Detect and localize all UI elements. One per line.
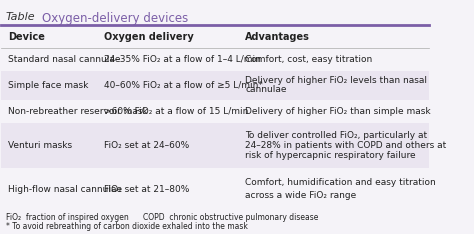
Bar — [1, 123, 429, 168]
Text: Advantages: Advantages — [246, 32, 310, 41]
Text: 40–60% FiO₂ at a flow of ≥5 L/min*: 40–60% FiO₂ at a flow of ≥5 L/min* — [104, 81, 263, 90]
Text: Simple face mask: Simple face mask — [8, 81, 88, 90]
Text: Venturi masks: Venturi masks — [8, 141, 72, 150]
Text: Non-rebreather reservoir mask: Non-rebreather reservoir mask — [8, 107, 147, 116]
Bar — [1, 70, 429, 100]
Text: FiO₂  fraction of inspired oxygen      COPD  chronic obstructive pulmonary disea: FiO₂ fraction of inspired oxygen COPD ch… — [6, 213, 318, 222]
Text: >60% FiO₂ at a flow of 15 L/min: >60% FiO₂ at a flow of 15 L/min — [104, 107, 248, 116]
Text: FiO₂ set at 24–60%: FiO₂ set at 24–60% — [104, 141, 189, 150]
Text: Comfort, cost, easy titration: Comfort, cost, easy titration — [246, 55, 373, 64]
Text: 24–28% in patients with COPD and others at: 24–28% in patients with COPD and others … — [246, 141, 447, 150]
Text: * To avoid rebreathing of carbon dioxide exhaled into the mask: * To avoid rebreathing of carbon dioxide… — [6, 223, 247, 231]
Text: 24–35% FiO₂ at a flow of 1–4 L/min: 24–35% FiO₂ at a flow of 1–4 L/min — [104, 55, 261, 64]
Text: To deliver controlled FiO₂, particularly at: To deliver controlled FiO₂, particularly… — [246, 131, 428, 140]
Text: Standard nasal cannulae: Standard nasal cannulae — [8, 55, 120, 64]
Text: Table: Table — [6, 12, 35, 22]
Text: risk of hypercapnic respiratory failure: risk of hypercapnic respiratory failure — [246, 150, 416, 160]
Text: High-flow nasal cannulae: High-flow nasal cannulae — [8, 184, 122, 194]
Text: Oxygen-delivery devices: Oxygen-delivery devices — [42, 12, 188, 25]
Text: cannulae: cannulae — [246, 85, 287, 94]
Text: Device: Device — [8, 32, 45, 41]
Text: Oxygen delivery: Oxygen delivery — [104, 32, 194, 41]
Text: FiO₂ set at 21–80%: FiO₂ set at 21–80% — [104, 184, 190, 194]
Text: across a wide FiO₂ range: across a wide FiO₂ range — [246, 191, 356, 200]
Text: Delivery of higher FiO₂ levels than nasal: Delivery of higher FiO₂ levels than nasa… — [246, 76, 427, 85]
Text: Delivery of higher FiO₂ than simple mask: Delivery of higher FiO₂ than simple mask — [246, 107, 431, 116]
Text: Comfort, humidification and easy titration: Comfort, humidification and easy titrati… — [246, 178, 436, 187]
